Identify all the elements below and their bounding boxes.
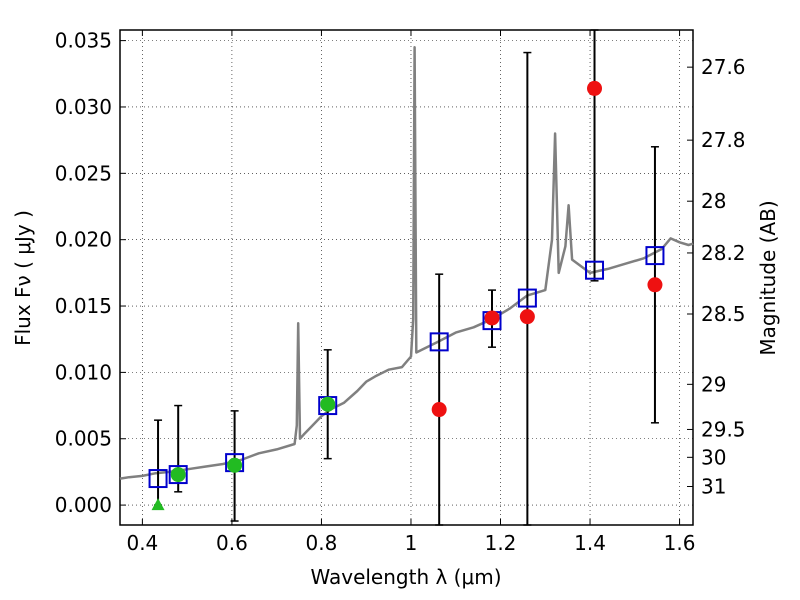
data-markers (148, 80, 665, 511)
right-tick-label: 31 (701, 475, 726, 499)
y-tick-label: 0.015 (55, 294, 112, 318)
x-tick-label: 1.4 (574, 531, 606, 555)
x-tick-label: 0.4 (126, 531, 158, 555)
x-tick-label: 0.6 (216, 531, 248, 555)
nir-flux-point (587, 80, 603, 96)
model-photometry-square (429, 332, 449, 352)
model-photometry-square (148, 469, 168, 489)
right-axis-ticks: 27.6 27.8 28 28.2 28.5 29 29.5 30 31 (687, 55, 746, 499)
right-tick-label: 28.5 (701, 302, 746, 326)
nir-flux-point (647, 277, 663, 293)
y-tick-label: 0.005 (55, 427, 112, 451)
optical-flux-point (170, 467, 186, 483)
y-tick-label: 0.010 (55, 360, 112, 384)
x-tick-label: 0.8 (306, 531, 338, 555)
nir-flux-point (519, 309, 535, 325)
model-photometry-square (517, 288, 537, 308)
y-tick-label: 0.030 (55, 95, 112, 119)
model-photometry-square (585, 260, 605, 280)
right-tick-label: 28 (701, 189, 726, 213)
right-tick-label: 28.2 (701, 241, 746, 265)
model-spectrum (119, 46, 694, 480)
y-tick-label: 0.020 (55, 228, 112, 252)
nir-flux-point (484, 310, 500, 326)
model-photometry-square (168, 465, 188, 485)
x-tick-label: 1 (405, 531, 418, 555)
y-axis-ticks: 0.000 0.005 0.010 0.015 0.020 0.025 0.030 0.035 (55, 29, 126, 517)
y-tick-label: 0.035 (55, 29, 112, 53)
y-tick-label: 0.025 (55, 161, 112, 185)
plot-frame (119, 29, 694, 526)
x-tick-label: 1.2 (485, 531, 517, 555)
model-photometry-square (645, 246, 665, 266)
right-tick-label: 27.8 (701, 128, 746, 152)
y-axis-label: Flux Fν ( μJy ) (11, 210, 35, 346)
nir-flux-point (431, 402, 447, 418)
right-tick-label: 27.6 (701, 55, 746, 79)
y-tick-label: 0.000 (55, 493, 112, 517)
right-tick-label: 29.5 (701, 417, 746, 441)
upper-limit-triangle (151, 498, 165, 511)
x-tick-label: 1.6 (664, 531, 696, 555)
x-axis-label: Wavelength λ (μm) (310, 565, 501, 589)
right-tick-label: 29 (701, 372, 726, 396)
grid (120, 30, 693, 525)
x-axis-ticks: 0.4 0.6 0.8 1 1.2 1.4 1.6 (126, 30, 695, 555)
right-axis-label: Magnitude (AB) (756, 200, 780, 355)
optical-flux-point (227, 457, 243, 473)
optical-flux-point (320, 396, 336, 412)
right-tick-label: 30 (701, 445, 726, 469)
model-spectrum-line (119, 46, 694, 480)
